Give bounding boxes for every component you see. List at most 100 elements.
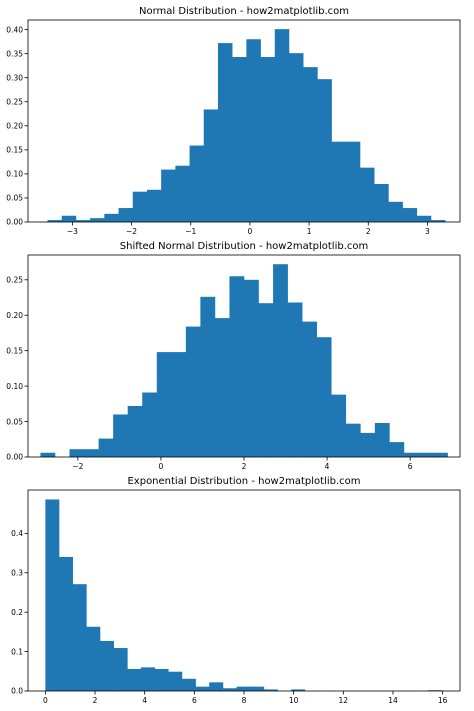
histogram-bar bbox=[214, 318, 230, 457]
histogram-bar bbox=[258, 303, 274, 457]
x-tick-label: 3 bbox=[425, 227, 430, 236]
histogram-bar bbox=[345, 423, 361, 457]
histogram-bar bbox=[345, 141, 361, 222]
histogram-bar bbox=[288, 53, 304, 222]
histogram-bar bbox=[244, 279, 259, 457]
histogram-bar bbox=[316, 337, 332, 457]
axes-frame bbox=[27, 19, 461, 223]
y-tick-label: 0.00 bbox=[6, 453, 23, 462]
x-tick-label: −2 bbox=[126, 227, 137, 236]
chart-title: Shifted Normal Distribution - how2matplo… bbox=[120, 241, 368, 252]
histogram-bar bbox=[433, 452, 448, 457]
histogram-bar bbox=[229, 276, 245, 457]
histogram-bar bbox=[374, 184, 389, 222]
x-tick-label: 10 bbox=[289, 696, 299, 705]
shifted-normal-distribution-plot: Shifted Normal Distribution - how2matplo… bbox=[6, 241, 461, 471]
histogram-bar bbox=[359, 167, 375, 222]
histogram-bar bbox=[181, 678, 196, 691]
y-tick-label: 0.40 bbox=[6, 25, 23, 34]
histogram-bar bbox=[236, 686, 251, 691]
histogram-bar bbox=[402, 208, 418, 222]
histogram-bar bbox=[127, 405, 143, 457]
histogram-bar bbox=[132, 191, 148, 222]
histogram-bar bbox=[69, 449, 85, 457]
y-tick-label: 0.20 bbox=[6, 122, 23, 131]
histogram-bar bbox=[175, 165, 190, 222]
histogram-bar bbox=[185, 326, 201, 457]
histogram-bar bbox=[203, 109, 219, 222]
histogram-bar bbox=[331, 394, 347, 457]
x-tick-label: 4 bbox=[325, 462, 330, 471]
histogram-bar bbox=[146, 189, 162, 222]
histogram-bar bbox=[118, 208, 134, 222]
histogram-bar bbox=[84, 449, 99, 457]
histogram-bar bbox=[200, 296, 216, 457]
histogram-bar bbox=[40, 452, 56, 457]
x-tick-label: −3 bbox=[67, 227, 78, 236]
y-tick-label: 0.30 bbox=[6, 73, 23, 82]
histogram-bar bbox=[195, 686, 210, 691]
y-tick-label: 0.00 bbox=[6, 218, 23, 227]
y-tick-label: 0.25 bbox=[6, 276, 23, 285]
x-tick-label: 6 bbox=[192, 696, 197, 705]
x-tick-label: 2 bbox=[366, 227, 371, 236]
histogram-bar bbox=[127, 668, 142, 691]
histogram-bar bbox=[388, 201, 403, 222]
x-tick-label: 12 bbox=[339, 696, 349, 705]
histogram-bar bbox=[90, 218, 105, 222]
histogram-bar bbox=[260, 57, 276, 222]
histogram-bar bbox=[263, 689, 278, 691]
y-tick-label: 0.4 bbox=[11, 529, 23, 538]
x-tick-label: 0 bbox=[43, 696, 48, 705]
x-tick-label: 8 bbox=[242, 696, 247, 705]
histogram-bar bbox=[171, 352, 187, 457]
histogram-bar bbox=[360, 432, 376, 457]
histogram-bar bbox=[222, 688, 237, 691]
histogram-bar bbox=[161, 169, 176, 222]
histogram-bar bbox=[45, 499, 60, 691]
histogram-bar bbox=[317, 79, 332, 222]
x-tick-label: 0 bbox=[159, 462, 164, 471]
y-tick-label: 0.10 bbox=[6, 170, 23, 179]
histogram-bar bbox=[250, 686, 265, 691]
x-tick-label: 6 bbox=[408, 462, 413, 471]
histogram-bar bbox=[374, 422, 390, 457]
histogram-bar bbox=[113, 648, 128, 691]
x-tick-label: −2 bbox=[72, 462, 83, 471]
histogram-bar bbox=[168, 671, 183, 691]
histogram-bar bbox=[189, 145, 205, 222]
x-tick-label: 2 bbox=[93, 696, 98, 705]
histogram-bar bbox=[47, 220, 63, 222]
y-tick-label: 0.0 bbox=[11, 687, 23, 696]
x-tick-label: 4 bbox=[142, 696, 147, 705]
chart-title: Exponential Distribution - how2matplotli… bbox=[127, 476, 360, 487]
histogram-bar bbox=[287, 302, 303, 457]
histogram-bar bbox=[403, 452, 419, 457]
histogram-bar bbox=[75, 220, 91, 222]
histogram-bar bbox=[61, 215, 77, 222]
histogram-bar bbox=[59, 557, 73, 691]
y-tick-label: 0.15 bbox=[6, 346, 23, 355]
y-tick-label: 0.2 bbox=[11, 608, 23, 617]
exponential-distribution-plot: Exponential Distribution - how2matplotli… bbox=[11, 476, 461, 705]
x-tick-label: 1 bbox=[307, 227, 312, 236]
histogram-bar bbox=[274, 29, 290, 222]
histogram-bar bbox=[104, 213, 119, 222]
histogram-bar bbox=[431, 220, 446, 222]
y-tick-label: 0.10 bbox=[6, 382, 23, 391]
histogram-bar bbox=[246, 39, 261, 222]
histogram-bar bbox=[418, 452, 434, 457]
histogram-bar bbox=[416, 215, 432, 222]
histogram-bar bbox=[156, 352, 172, 457]
histogram-bar bbox=[273, 264, 288, 457]
y-tick-label: 0.3 bbox=[11, 568, 23, 577]
histogram-bar bbox=[331, 141, 347, 222]
histogram-bar bbox=[72, 584, 87, 691]
chart-title: Normal Distribution - how2matplotlib.com bbox=[139, 6, 349, 17]
y-tick-label: 0.15 bbox=[6, 146, 23, 155]
y-tick-label: 0.25 bbox=[6, 97, 23, 106]
histogram-bar bbox=[209, 682, 224, 691]
y-tick-label: 0.35 bbox=[6, 49, 23, 58]
y-tick-label: 0.20 bbox=[6, 311, 23, 320]
histogram-bar bbox=[98, 438, 114, 457]
